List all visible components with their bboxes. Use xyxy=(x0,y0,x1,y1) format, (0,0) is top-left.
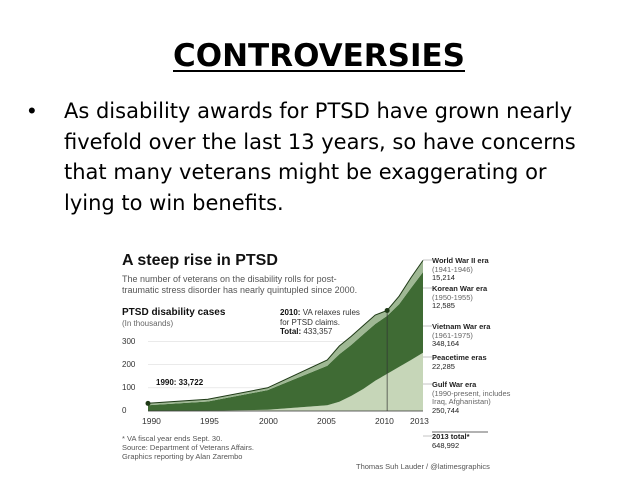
chart-unit: (In thousands) xyxy=(122,319,174,328)
area-chart xyxy=(145,259,488,437)
era-legend-item: World War II era (1941-1946) 15,214 xyxy=(432,256,489,282)
x-tick-label: 1995 xyxy=(200,416,219,426)
y-tick-label: 200 xyxy=(122,360,136,369)
y-tick-label: 300 xyxy=(122,337,136,346)
figure-credit: Thomas Suh Lauder / @latimesgraphics xyxy=(356,462,490,471)
figure-title: A steep rise in PTSD xyxy=(122,252,278,269)
figure-subtitle: The number of veterans on the disability… xyxy=(122,274,358,295)
bullet-icon: • xyxy=(28,98,36,123)
area-series-vietnam-war-era xyxy=(148,272,423,411)
era-legend-item: Gulf War era (1990-present, includes Ira… xyxy=(432,380,511,415)
annotation-2010: 2010: VA relaxes rules for PTSD claims. … xyxy=(280,308,360,336)
area-series-gulf-war-era xyxy=(148,352,423,411)
x-tick-label: 2005 xyxy=(317,416,336,426)
x-tick-label: 2010 xyxy=(375,416,394,426)
chart-title: PTSD disability cases xyxy=(122,307,226,318)
bullet-text: As disability awards for PTSD have grown… xyxy=(64,99,576,215)
era-total: 2013 total* 648,992 xyxy=(432,432,470,450)
x-tick-label: 2013 xyxy=(410,416,429,426)
annotation-1990: 1990: 33,722 xyxy=(156,378,204,387)
marker-1990 xyxy=(145,400,151,406)
era-legend-item: Vietnam War era (1961-1975) 348,164 xyxy=(432,322,491,348)
y-tick-label: 0 xyxy=(122,406,127,415)
slide-title: CONTROVERSIES xyxy=(173,38,465,74)
x-tick-label: 2000 xyxy=(259,416,278,426)
era-legend-item: Peacetime eras 22,285 xyxy=(432,353,487,371)
era-legend-item: Korean War era (1950-1955) 12,585 xyxy=(432,284,488,310)
total-outline xyxy=(147,260,424,404)
marker-2010 xyxy=(384,308,390,314)
x-tick-label: 1990 xyxy=(142,416,161,426)
ptsd-figure: A steep rise in PTSD The number of veter… xyxy=(118,250,518,472)
figure-footnotes: * VA fiscal year ends Sept. 30. Source: … xyxy=(122,434,255,461)
y-tick-label: 100 xyxy=(122,383,136,392)
